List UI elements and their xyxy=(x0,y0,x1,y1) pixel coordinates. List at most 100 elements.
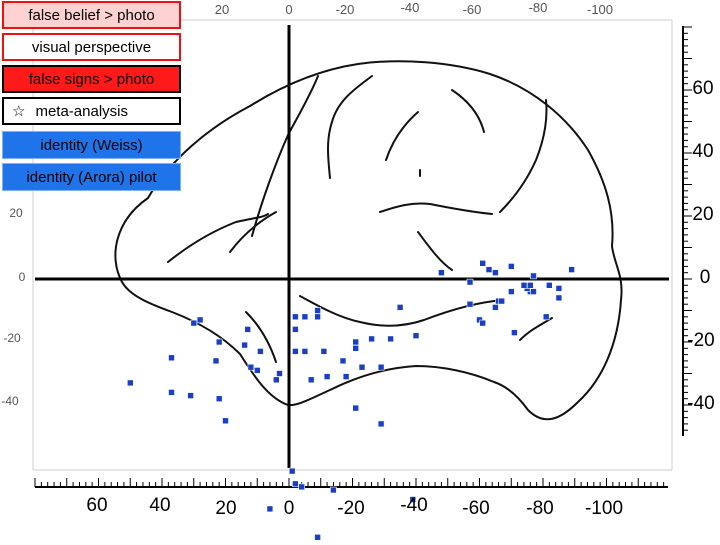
bottom-tick-label: -100 xyxy=(585,498,623,519)
right-tick-label: -40 xyxy=(687,393,714,414)
activation-marker xyxy=(266,505,274,513)
activation-marker xyxy=(387,335,394,343)
activation-marker xyxy=(568,266,575,273)
activation-marker xyxy=(127,379,134,387)
legend-identity-arora-pilot: identity (Arora) pilot xyxy=(2,163,181,191)
top-tick-label: 0 xyxy=(285,2,292,17)
left-axis-labels: 20 0 -20 -40 xyxy=(1,206,25,408)
activation-marker xyxy=(292,348,299,355)
activation-marker xyxy=(342,373,350,380)
activation-marker xyxy=(254,367,261,374)
right-ruler xyxy=(682,26,692,436)
activation-marker xyxy=(168,389,175,396)
activation-marker xyxy=(301,313,309,321)
brain-outline xyxy=(114,60,623,421)
activation-marker xyxy=(323,373,331,380)
activation-marker xyxy=(298,483,306,491)
activation-marker xyxy=(412,332,420,340)
activation-marker xyxy=(314,307,321,314)
bottom-tick-label: 60 xyxy=(86,495,107,516)
activation-marker xyxy=(339,357,347,365)
right-tick-label: 40 xyxy=(692,141,713,162)
star-outline-icon: ☆ xyxy=(12,102,26,120)
right-axis-labels: 60 40 20 0 -20 -40 xyxy=(687,78,714,414)
activation-marker xyxy=(288,467,296,475)
activation-marker xyxy=(526,281,534,289)
bottom-ruler xyxy=(34,478,668,488)
activation-marker xyxy=(241,341,248,349)
right-tick-label: 60 xyxy=(692,78,713,99)
activation-marker xyxy=(545,281,553,289)
bottom-tick-label: 20 xyxy=(215,498,236,519)
bottom-tick-label: 0 xyxy=(284,498,295,519)
activation-marker xyxy=(409,496,417,503)
activation-marker xyxy=(352,338,360,346)
activation-marker xyxy=(292,326,299,333)
left-tick-label: -40 xyxy=(1,394,19,408)
left-tick-label: -20 xyxy=(3,331,21,345)
activation-marker xyxy=(276,370,283,377)
legend-label: meta-analysis xyxy=(35,102,128,120)
activation-marker xyxy=(257,348,264,355)
top-axis-labels: 20 0 -20 -40 -60 -80 -100 xyxy=(215,0,613,17)
legend-meta-analysis: ☆ meta-analysis xyxy=(2,97,181,125)
bottom-axis-labels: 60 40 20 0 -20 -40 -60 -80 -100 xyxy=(86,495,623,519)
activation-marker xyxy=(196,316,204,324)
activation-marker xyxy=(396,304,404,311)
left-tick-label: 20 xyxy=(9,206,23,220)
bottom-tick-label: 40 xyxy=(149,495,170,516)
activation-marker xyxy=(466,278,474,286)
activation-marker xyxy=(377,420,385,428)
activation-marker xyxy=(555,294,563,302)
activation-marker xyxy=(320,348,328,355)
activation-marker xyxy=(479,319,487,327)
activation-marker xyxy=(485,266,493,273)
activation-marker xyxy=(222,417,229,425)
legend-false-signs-photo: false signs > photo xyxy=(2,65,181,93)
activation-markers xyxy=(127,259,575,545)
right-tick-label: 20 xyxy=(692,204,713,225)
activation-marker xyxy=(292,313,299,321)
activation-marker xyxy=(301,348,309,355)
activation-marker xyxy=(352,344,360,352)
activation-marker xyxy=(530,272,537,280)
legend-visual-perspective: visual perspective xyxy=(2,33,181,61)
activation-marker xyxy=(498,297,506,305)
activation-marker xyxy=(466,300,474,308)
activation-marker xyxy=(307,376,315,384)
activation-marker xyxy=(511,329,518,336)
activation-marker xyxy=(555,285,563,292)
activation-marker xyxy=(168,354,175,362)
bottom-tick-label: -80 xyxy=(526,498,553,519)
activation-marker xyxy=(530,288,537,295)
activation-marker xyxy=(314,533,321,541)
legend-label: visual perspective xyxy=(31,38,152,56)
activation-marker xyxy=(520,281,528,289)
top-tick-label: 20 xyxy=(215,2,229,17)
activation-marker xyxy=(244,326,251,333)
top-tick-label: -40 xyxy=(401,0,420,15)
activation-marker xyxy=(507,288,515,295)
activation-marker xyxy=(507,263,515,270)
activation-marker xyxy=(368,335,375,343)
activation-marker xyxy=(212,357,220,365)
activation-marker xyxy=(438,269,445,277)
top-tick-label: -100 xyxy=(587,2,613,17)
activation-marker xyxy=(492,269,499,277)
top-tick-label: -60 xyxy=(463,2,482,17)
legend-label: identity (Arora) pilot xyxy=(26,168,157,186)
activation-marker xyxy=(215,395,223,403)
bottom-tick-label: -20 xyxy=(337,498,364,519)
activation-marker xyxy=(479,259,487,267)
chart-frame xyxy=(32,19,673,471)
legend-label: false belief > photo xyxy=(28,6,155,24)
activation-marker xyxy=(187,392,194,399)
legend-false-belief-photo: false belief > photo xyxy=(2,1,181,29)
right-tick-label: -20 xyxy=(687,330,714,351)
right-tick-label: 0 xyxy=(700,267,711,288)
legend-label: false signs > photo xyxy=(28,70,155,88)
activation-marker xyxy=(272,376,280,384)
top-tick-label: -20 xyxy=(336,2,355,17)
